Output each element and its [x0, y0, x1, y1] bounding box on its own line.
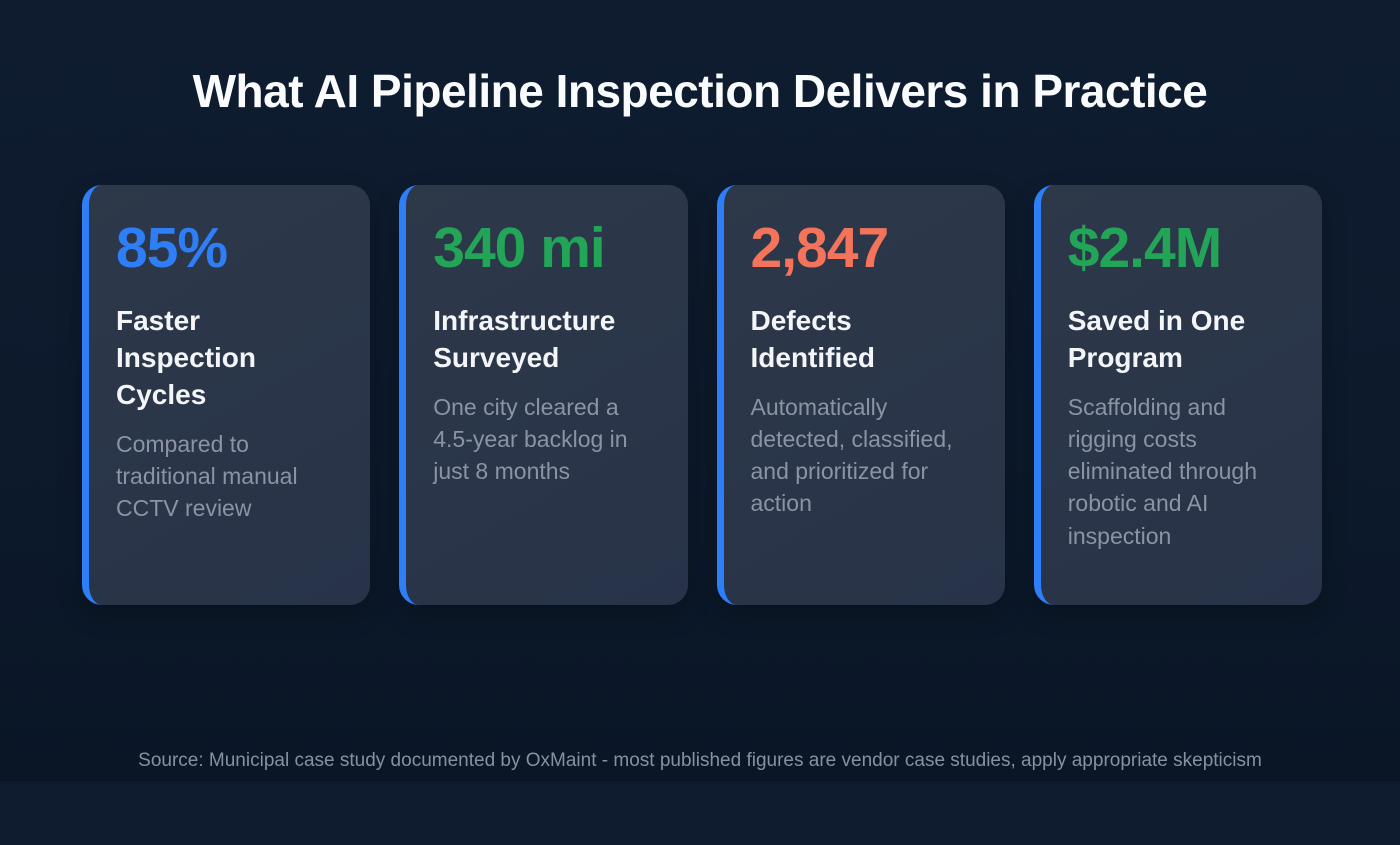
- stat-description: One city cleared a 4.5-year backlog in j…: [433, 393, 628, 485]
- stat-card-faster-inspection: 85% Faster Inspection Cycles Compared to…: [82, 185, 371, 605]
- stat-title: Infrastructure Surveyed: [433, 304, 616, 373]
- page-title: What AI Pipeline Inspection Delivers in …: [192, 65, 1208, 117]
- infographic-slide: What AI Pipeline Inspection Delivers in …: [0, 64, 1400, 845]
- stat-value: 2,847: [750, 216, 890, 280]
- stat-title: Saved in One Program: [1067, 304, 1246, 373]
- stat-value: $2.4M: [1067, 216, 1222, 280]
- source-note: Source: Municipal case study documented …: [138, 750, 1262, 771]
- stat-value: 85%: [116, 216, 228, 280]
- stat-description: Scaffolding and rigging costs eliminated…: [1067, 393, 1257, 549]
- stat-card-defects-identified: 2,847 Defects Identified Automatically d…: [716, 185, 1005, 605]
- stat-description: Compared to traditional manual CCTV revi…: [116, 430, 298, 522]
- stat-description: Automatically detected, classified, and …: [750, 393, 953, 517]
- stat-cards-row: 85% Faster Inspection Cycles Compared to…: [82, 185, 1322, 605]
- stat-value: 340 mi: [433, 216, 605, 280]
- stat-title: Defects Identified: [750, 304, 875, 373]
- stat-title: Faster Inspection Cycles: [116, 304, 257, 410]
- stat-card-savings: $2.4M Saved in One Program Scaffolding a…: [1033, 185, 1322, 605]
- stat-card-infrastructure-surveyed: 340 mi Infrastructure Surveyed One city …: [399, 185, 688, 605]
